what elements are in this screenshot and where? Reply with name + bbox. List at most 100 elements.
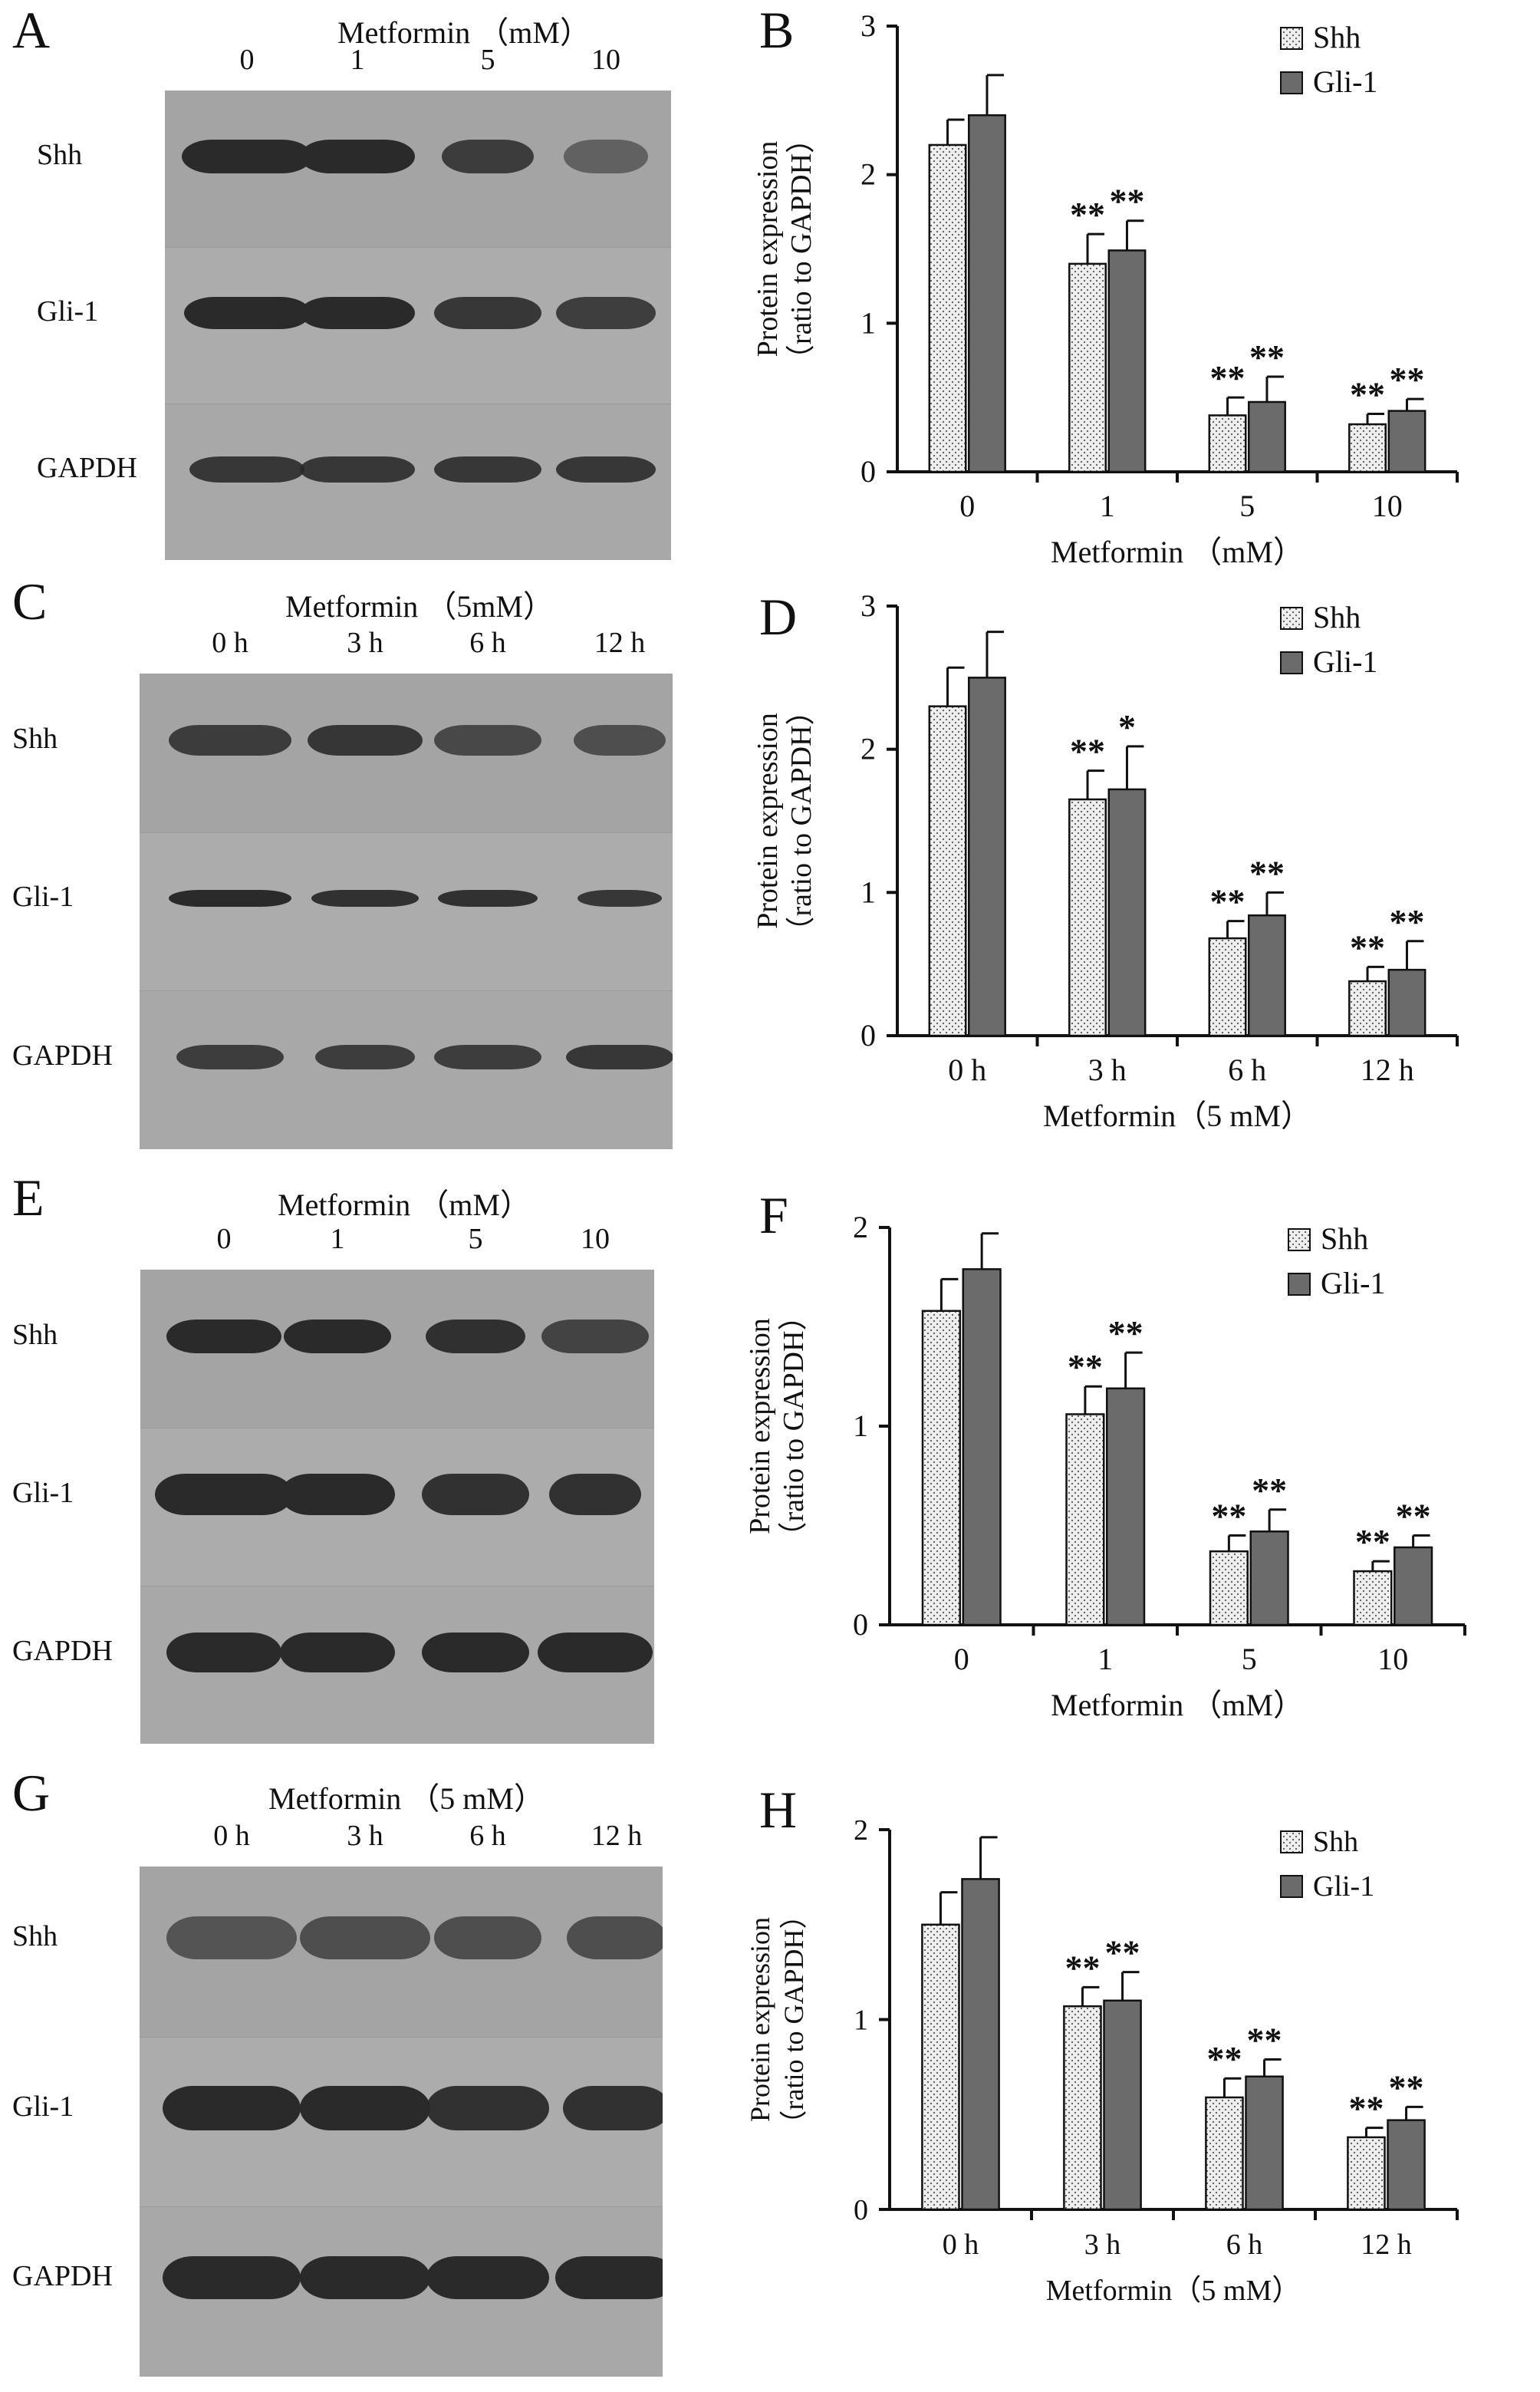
protein-band <box>574 724 666 756</box>
bar-shh <box>1065 1413 1105 1626</box>
bar-gli-1 <box>1106 1387 1146 1626</box>
y-axis-label: Protein expression <box>752 141 784 357</box>
x-tick-label: 6 h <box>1226 2229 1263 2261</box>
legend-swatch <box>1280 27 1303 50</box>
legend-swatch <box>1288 1228 1311 1251</box>
protein-band <box>169 724 291 756</box>
protein-band <box>166 1632 281 1672</box>
bar-gli-1 <box>968 114 1006 473</box>
bar-shh <box>1068 798 1107 1037</box>
protein-band <box>426 2085 549 2130</box>
protein-band <box>426 1319 525 1353</box>
significance-mark: ** <box>1068 1347 1103 1386</box>
bar-shh <box>1347 2136 1386 2211</box>
legend-swatch <box>1280 607 1303 630</box>
blot-row-label: GAPDH <box>37 451 137 484</box>
y-tick-label: 2 <box>860 157 876 192</box>
panel-letter: B <box>759 1 794 59</box>
protein-band <box>300 1916 430 1960</box>
blot-row-label: Gli-1 <box>12 881 74 914</box>
lane-label: 6 h <box>469 1820 506 1852</box>
bar-gli-1 <box>1387 410 1426 473</box>
protein-band <box>426 2256 549 2300</box>
bar-shh <box>928 143 967 473</box>
bar-shh <box>921 1923 960 2211</box>
y-tick-label: 0 <box>860 454 876 489</box>
bar-shh <box>1353 1570 1393 1626</box>
bar-gli-1 <box>1394 1546 1433 1626</box>
x-tick-label: 5 <box>1239 489 1255 523</box>
bar-shh <box>1205 2096 1244 2211</box>
bar-shh <box>1209 1550 1249 1626</box>
blot-title: Metformin （mM） <box>337 15 591 50</box>
x-tick-label: 12 h <box>1361 1053 1414 1087</box>
protein-band <box>434 296 541 329</box>
protein-band <box>189 456 304 483</box>
panel-letter: H <box>759 1781 797 1839</box>
protein-band <box>549 1473 641 1515</box>
panel-letter: E <box>12 1168 44 1227</box>
bar-shh <box>1063 2005 1102 2211</box>
significance-mark: ** <box>1350 927 1385 967</box>
y-tick-label: 2 <box>854 1814 868 1847</box>
protein-band <box>434 724 541 756</box>
lane-label: 10 <box>581 1223 610 1255</box>
bar-gli-1 <box>1387 2119 1426 2211</box>
legend-label: Shh <box>1313 1826 1358 1858</box>
protein-band <box>434 1916 541 1960</box>
y-tick-label: 0 <box>860 1018 876 1053</box>
protein-band <box>434 456 541 483</box>
significance-mark: ** <box>1065 1948 1100 1987</box>
bar-shh <box>921 1310 961 1626</box>
blot-row-label: Gli-1 <box>37 295 99 328</box>
legend-label: Shh <box>1313 20 1361 54</box>
protein-band <box>566 1045 673 1070</box>
significance-mark: ** <box>1247 2020 1282 2059</box>
blot-row-label: Gli-1 <box>12 2090 74 2123</box>
protein-band <box>315 1045 415 1070</box>
protein-band <box>563 2085 663 2130</box>
bar-shh <box>1348 423 1387 473</box>
protein-band <box>434 1045 541 1070</box>
blot-row-label: Shh <box>37 138 83 171</box>
protein-band <box>556 456 656 483</box>
significance-mark: ** <box>1211 1496 1246 1535</box>
y-axis-label: （ratio to GAPDH） <box>785 696 818 945</box>
lane-label: 0 h <box>213 1820 250 1852</box>
significance-mark: * <box>1118 707 1136 746</box>
bar-shh <box>1208 937 1247 1037</box>
bar-gli-1 <box>962 1268 1002 1626</box>
protein-band <box>541 1319 649 1353</box>
x-tick-label: 3 h <box>1084 2229 1121 2261</box>
protein-band <box>155 1473 293 1515</box>
blot-strip <box>140 990 673 1149</box>
significance-mark: ** <box>1350 374 1385 413</box>
x-tick-label: 1 <box>1097 1642 1113 1676</box>
lane-label: 6 h <box>469 627 506 659</box>
lane-label: 5 <box>480 44 495 76</box>
significance-mark: ** <box>1109 182 1144 221</box>
protein-band <box>300 456 415 483</box>
significance-mark: ** <box>1105 1933 1140 1972</box>
legend-label: Shh <box>1313 600 1361 634</box>
legend-label: Shh <box>1321 1221 1368 1256</box>
x-tick-label: 0 h <box>943 2229 979 2261</box>
significance-mark: ** <box>1389 902 1424 941</box>
protein-band <box>300 296 415 329</box>
x-tick-label: 0 h <box>948 1053 986 1087</box>
legend-label: Gli-1 <box>1313 1870 1374 1903</box>
lane-label: 0 h <box>212 627 248 659</box>
protein-band <box>280 1632 395 1672</box>
x-tick-label: 6 h <box>1228 1053 1266 1087</box>
protein-band <box>442 139 534 173</box>
protein-band <box>163 2085 301 2130</box>
bar-shh <box>1208 414 1247 473</box>
protein-band <box>311 890 419 908</box>
bar-gli-1 <box>1107 249 1147 473</box>
y-tick-label: 1 <box>854 2005 868 2037</box>
significance-mark: ** <box>1249 853 1285 892</box>
blot-title: Metformin （5 mM） <box>268 1781 545 1816</box>
y-axis-label: Protein expression <box>752 713 784 929</box>
legend-swatch <box>1288 1273 1311 1296</box>
y-tick-label: 0 <box>853 1607 868 1642</box>
